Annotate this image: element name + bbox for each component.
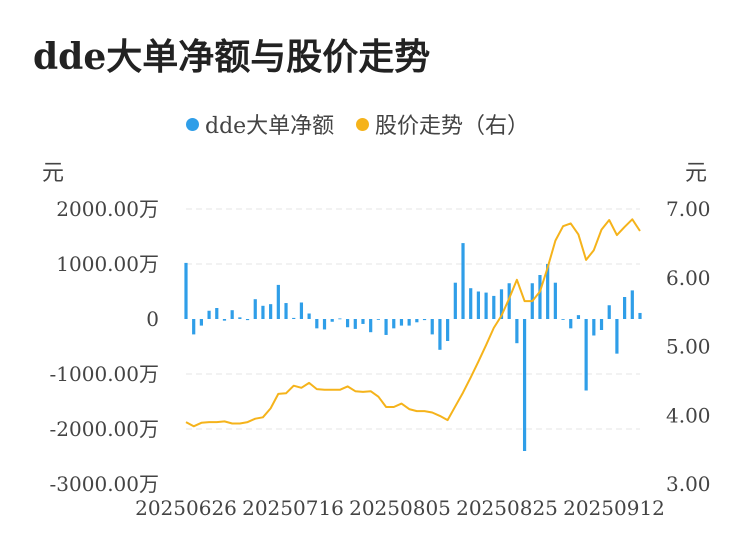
bar: [546, 264, 550, 319]
bar: [392, 319, 396, 329]
bar: [345, 319, 350, 328]
chart-title: dde大单净额与股价走势: [33, 36, 431, 78]
left-tick-label: -1000.00万: [50, 362, 159, 386]
bar: [222, 319, 227, 321]
legend-label-dde: dde大单净额: [205, 114, 335, 139]
bar: [369, 319, 373, 333]
bar: [538, 275, 542, 319]
right-axis-unit: 元: [685, 161, 708, 186]
bar: [607, 305, 611, 319]
bar: [469, 288, 473, 319]
bar: [422, 319, 427, 321]
left-tick-label: 1000.00万: [56, 252, 159, 276]
right-tick-label: 4.00: [666, 403, 711, 427]
bar: [238, 317, 242, 319]
bar: [384, 319, 388, 335]
bar: [407, 319, 411, 326]
bar: [553, 282, 557, 319]
bar: [638, 312, 642, 319]
bar: [623, 297, 627, 319]
bar: [438, 319, 442, 350]
bar: [315, 319, 319, 329]
bar: [630, 290, 634, 319]
bar: [515, 319, 519, 344]
bar: [269, 304, 273, 319]
bar: [376, 319, 380, 320]
bar: [299, 302, 304, 319]
legend-item-price[interactable]: 股价走势（右）: [356, 108, 529, 140]
bar: [507, 283, 511, 319]
bar: [353, 319, 357, 329]
price-line: [185, 218, 641, 428]
bar: [561, 319, 565, 320]
bar: [215, 308, 219, 319]
bar: [261, 305, 265, 319]
bar: [361, 319, 365, 324]
bar: [461, 243, 465, 319]
bar: [253, 299, 257, 319]
bar: [415, 319, 419, 323]
bar: [199, 319, 203, 326]
bar: [569, 319, 573, 329]
bar: [522, 319, 527, 451]
left-tick-label: 0: [146, 307, 159, 331]
right-tick-label: 6.00: [666, 266, 711, 290]
x-tick-label: 20250825: [456, 496, 558, 520]
legend-item-dde[interactable]: dde大单净额: [186, 108, 334, 140]
bar: [276, 284, 280, 319]
x-tick-label: 20250716: [242, 496, 344, 520]
bar: [584, 319, 588, 391]
bar: [576, 315, 581, 319]
bar: [446, 319, 450, 341]
bar: [245, 319, 250, 321]
bar: [499, 289, 504, 319]
bar: [230, 310, 234, 319]
bar: [330, 319, 334, 322]
right-tick-label: 5.00: [666, 335, 711, 359]
left-tick-label: -3000.00万: [50, 472, 159, 496]
x-tick-label: 20250805: [349, 496, 451, 520]
bar: [307, 313, 311, 319]
left-tick-label: 2000.00万: [56, 197, 159, 221]
x-tick-label: 20250912: [563, 496, 665, 520]
bar: [599, 319, 604, 330]
bar: [592, 319, 596, 336]
left-tick-label: -2000.00万: [50, 417, 159, 441]
bar: [322, 319, 327, 330]
legend-label-price: 股价走势（右）: [375, 114, 530, 139]
legend-marker-price: [356, 117, 369, 131]
bar: [207, 310, 211, 319]
left-axis-unit: 元: [42, 161, 65, 186]
bar: [430, 319, 434, 335]
bar: [453, 282, 457, 319]
bar: [192, 319, 196, 335]
bar: [284, 303, 288, 319]
bar: [615, 319, 619, 354]
bar: [492, 295, 496, 319]
bar: [399, 319, 404, 326]
bar: [184, 262, 188, 319]
bar: [338, 318, 342, 320]
legend-marker-dde: [186, 117, 199, 131]
legend: dde大单净额 股价走势（右）: [0, 108, 750, 140]
right-tick-label: 7.00: [666, 197, 711, 221]
right-tick-label: 3.00: [666, 472, 711, 496]
bar: [476, 291, 481, 319]
bar: [292, 317, 296, 319]
bar: [484, 292, 488, 319]
x-tick-label: 20250626: [135, 496, 237, 520]
